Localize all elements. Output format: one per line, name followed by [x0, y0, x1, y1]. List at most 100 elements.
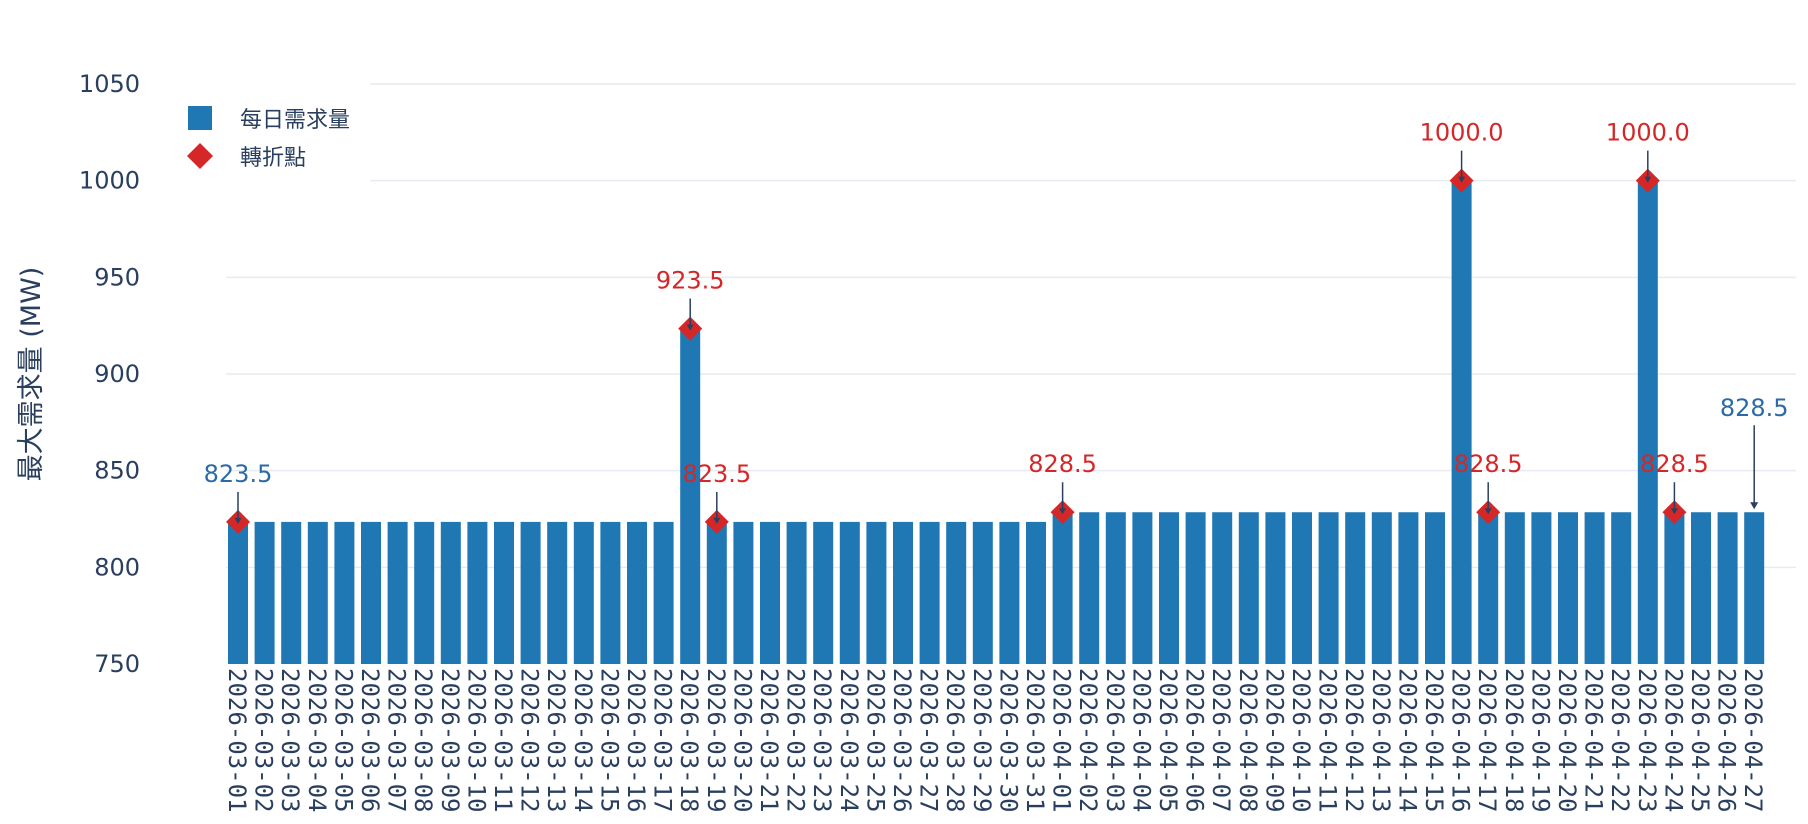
bar-2026-04-07[interactable]	[1212, 512, 1233, 664]
bar-2026-04-21[interactable]	[1584, 512, 1605, 664]
x-tick-label: 2026-03-24	[835, 668, 863, 813]
bar-2026-04-16[interactable]	[1451, 180, 1472, 664]
x-tick-label: 2026-03-26	[888, 668, 916, 813]
bar-2026-04-14[interactable]	[1398, 512, 1419, 664]
bar-2026-04-12[interactable]	[1345, 512, 1366, 664]
bar-2026-04-15[interactable]	[1425, 512, 1445, 664]
x-tick-label: 2026-04-02	[1074, 668, 1102, 813]
x-tick-label: 2026-03-20	[728, 668, 756, 813]
annotation-arrowhead	[1670, 508, 1678, 515]
bar-2026-03-14[interactable]	[573, 521, 594, 664]
bar-2026-03-31[interactable]	[1026, 521, 1046, 664]
x-tick-label: 2026-04-25	[1686, 668, 1714, 813]
annotation: 1000.0	[1420, 119, 1504, 183]
bar-2026-03-05[interactable]	[334, 521, 355, 664]
x-tick-label: 2026-03-15	[595, 668, 623, 813]
bar-2026-03-13[interactable]	[547, 521, 568, 664]
bar-2026-04-25[interactable]	[1691, 512, 1711, 664]
bar-2026-04-20[interactable]	[1558, 512, 1578, 664]
bar-2026-04-11[interactable]	[1318, 512, 1339, 664]
bar-2026-03-30[interactable]	[999, 521, 1020, 664]
bar-2026-03-23[interactable]	[813, 521, 834, 664]
bar-2026-03-07[interactable]	[387, 521, 408, 664]
bar-2026-04-24[interactable]	[1664, 512, 1685, 664]
bar-2026-04-05[interactable]	[1159, 512, 1179, 664]
bar-2026-03-25[interactable]	[866, 521, 887, 664]
annotation-arrowhead	[686, 324, 694, 331]
x-tick-label: 2026-03-08	[409, 668, 437, 813]
annotation-label: 1000.0	[1420, 119, 1504, 147]
bar-2026-04-23[interactable]	[1637, 180, 1658, 664]
bar-2026-03-10[interactable]	[467, 521, 488, 664]
y-tick-label: 750	[94, 650, 140, 678]
y-tick-label: 1000	[79, 167, 140, 195]
bar-2026-04-13[interactable]	[1371, 512, 1392, 664]
bar-2026-03-04[interactable]	[307, 521, 328, 664]
x-tick-label: 2026-03-13	[542, 668, 570, 813]
bar-2026-04-27[interactable]	[1744, 512, 1765, 664]
bar-2026-04-18[interactable]	[1504, 512, 1525, 664]
bar-2026-03-16[interactable]	[627, 521, 647, 664]
bar-2026-03-26[interactable]	[893, 521, 913, 664]
x-tick-label: 2026-04-13	[1367, 668, 1395, 813]
y-tick-label: 850	[94, 457, 140, 485]
bar-2026-04-02[interactable]	[1079, 512, 1100, 664]
x-tick-label: 2026-04-12	[1340, 668, 1368, 813]
bar-2026-04-03[interactable]	[1105, 512, 1126, 664]
bar-2026-03-18[interactable]	[680, 328, 701, 664]
x-tick-label: 2026-04-17	[1473, 668, 1501, 813]
annotation-arrowhead	[234, 517, 242, 524]
bar-2026-03-22[interactable]	[786, 521, 807, 664]
x-tick-label: 2026-03-27	[915, 668, 943, 813]
bar-2026-03-01[interactable]	[228, 521, 248, 664]
x-tick-label: 2026-04-15	[1420, 668, 1448, 813]
x-tick-label: 2026-03-04	[303, 668, 331, 813]
bar-2026-04-22[interactable]	[1611, 512, 1632, 664]
x-tick-label: 2026-04-10	[1287, 668, 1315, 813]
bar-2026-04-26[interactable]	[1717, 512, 1738, 664]
x-tick-label: 2026-04-03	[1101, 668, 1129, 813]
legend-bar-label: 每日需求量	[240, 108, 350, 133]
bar-2026-03-15[interactable]	[600, 521, 621, 664]
x-tick-label: 2026-04-09	[1260, 668, 1288, 813]
bar-2026-03-08[interactable]	[414, 521, 435, 664]
bar-2026-03-02[interactable]	[254, 521, 275, 664]
x-tick-label: 2026-04-06	[1181, 668, 1209, 813]
x-tick-label: 2026-03-02	[250, 668, 278, 813]
bar-2026-03-06[interactable]	[361, 521, 381, 664]
bar-2026-03-27[interactable]	[919, 521, 940, 664]
bar-2026-03-03[interactable]	[281, 521, 302, 664]
bar-2026-03-09[interactable]	[440, 521, 461, 664]
bar-2026-03-28[interactable]	[946, 521, 967, 664]
x-tick-label: 2026-03-28	[941, 668, 969, 813]
x-tick-label: 2026-04-18	[1500, 668, 1528, 813]
bar-2026-04-08[interactable]	[1238, 512, 1259, 664]
x-tick-label: 2026-03-31	[1021, 668, 1049, 813]
annotation: 1000.0	[1606, 119, 1690, 183]
bar-2026-04-10[interactable]	[1292, 512, 1312, 664]
bar-2026-03-24[interactable]	[839, 521, 860, 664]
x-tick-label: 2026-04-08	[1234, 668, 1262, 813]
annotation-label: 823.5	[682, 460, 751, 488]
bar-2026-03-11[interactable]	[494, 521, 514, 664]
y-axis: 750 800 850 900 950 1000 1050	[79, 70, 140, 678]
x-tick-label: 2026-04-05	[1154, 668, 1182, 813]
bar-2026-03-19[interactable]	[706, 521, 727, 664]
x-tick-label: 2026-04-01	[1048, 668, 1076, 813]
bar-2026-03-17[interactable]	[653, 521, 674, 664]
annotations: 823.5 923.5 823.5 828.5 1000.0 828.5 1000.0 828…	[204, 119, 1789, 524]
bar-2026-04-01[interactable]	[1052, 512, 1073, 664]
legend[interactable]: 每日需求量 轉折點	[187, 106, 350, 171]
bar-2026-03-21[interactable]	[760, 521, 780, 664]
bar-2026-04-09[interactable]	[1265, 512, 1286, 664]
annotation: 828.5	[1640, 450, 1709, 515]
bar-2026-04-17[interactable]	[1478, 512, 1499, 664]
x-axis: 2026-03-012026-03-022026-03-032026-03-04…	[223, 668, 1767, 813]
bar-2026-03-29[interactable]	[972, 521, 993, 664]
bar-2026-03-12[interactable]	[520, 521, 541, 664]
bar-2026-04-19[interactable]	[1531, 512, 1552, 664]
bar-2026-04-06[interactable]	[1185, 512, 1206, 664]
bar-2026-04-04[interactable]	[1132, 512, 1153, 664]
annotation: 828.5	[1720, 394, 1789, 510]
bar-2026-03-20[interactable]	[733, 521, 754, 664]
